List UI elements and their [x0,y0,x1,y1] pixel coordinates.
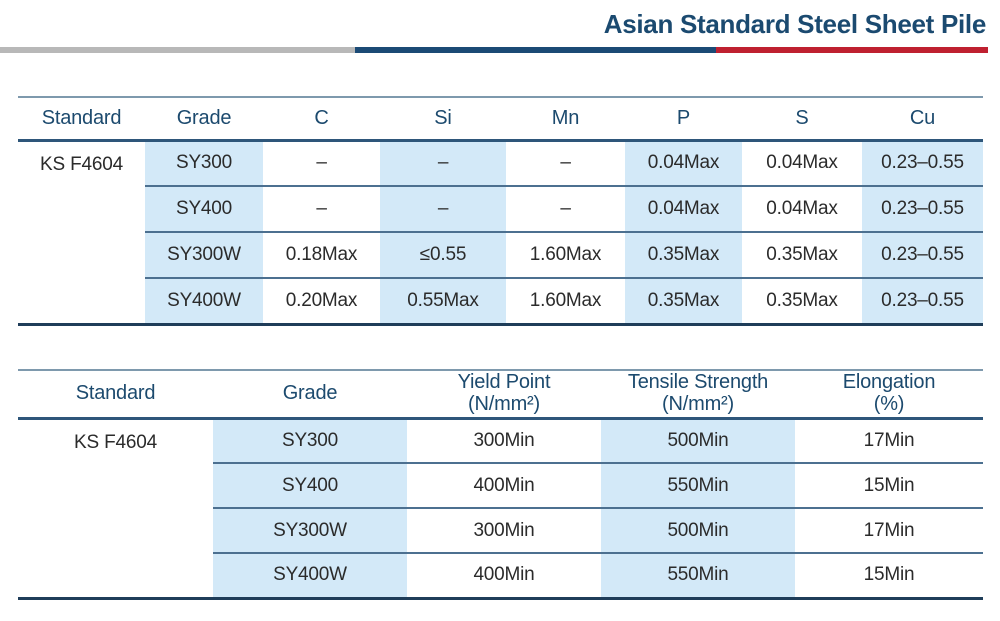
cell-elongation: 15Min [795,462,983,508]
mechanical-properties-table: Standard Grade Yield Point (N/mm²) Tensi… [18,369,983,600]
col-header-yield-point: Yield Point (N/mm²) [407,370,601,418]
col-header-cu: Cu [909,106,936,129]
cell-si: – [380,140,506,186]
mechanical-header-row: Standard Grade Yield Point (N/mm²) Tensi… [18,370,983,418]
cell-tensile-strength: 550Min [601,552,795,598]
table-row: KS F4604 SY300 – – – 0.04Max 0.04Max 0.2… [18,140,983,186]
table-row: SY300W 0.18Max ≤0.55 1.60Max 0.35Max 0.3… [18,231,983,278]
cell-p: 0.35Max [625,277,742,324]
col-header-standard: Standard [41,106,122,129]
tensile-strength-label: Tensile Strength [627,371,769,394]
cell-s: 0.04Max [766,152,838,174]
cell-standard: KS F4604 [40,153,123,175]
cell-tensile-strength: 500Min [601,507,795,553]
cell-mn: 1.60Max [506,277,625,324]
divider-red-segment [716,47,988,53]
col-header-s: S [795,106,809,129]
cell-grade: SY400W [145,277,263,324]
col-header-grade: Grade [176,106,232,129]
cell-yield-point: 400Min [407,462,601,508]
yield-point-label: Yield Point [457,371,551,394]
cell-p: 0.04Max [625,140,742,186]
col-header-elongation: Elongation (%) [795,370,983,418]
cell-c: 0.20Max [263,277,380,324]
table-row: SY400 400Min 550Min 15Min [18,462,983,508]
chemical-composition-table: Standard Grade C Si Mn P S Cu KS F4604 S… [18,96,983,326]
cell-cu: 0.23–0.55 [862,140,983,186]
cell-p: 0.35Max [625,231,742,278]
col-header-si: Si [434,106,452,129]
cell-si: ≤0.55 [380,231,506,278]
cell-s: 0.35Max [742,277,862,324]
table-row: SY300W 300Min 500Min 17Min [18,507,983,553]
cell-standard: KS F4604 [74,431,157,453]
cell-grade: SY300 [213,418,407,463]
cell-yield-point: 300Min [407,507,601,553]
yield-point-unit: (N/mm²) [468,392,540,415]
cell-c: – [263,185,380,232]
cell-cu: 0.23–0.55 [862,277,983,324]
cell-grade: SY400 [145,185,263,232]
divider-navy-segment [354,47,717,53]
cell-grade: SY400 [213,462,407,508]
cell-elongation: 17Min [863,429,915,451]
cell-tensile-strength: 500Min [601,418,795,463]
cell-grade: SY300W [145,231,263,278]
chemical-header-row: Standard Grade C Si Mn P S Cu [18,97,983,140]
table-row: SY400W 400Min 550Min 15Min [18,552,983,598]
col-header-standard: Standard [75,382,156,405]
divider-gray-segment [0,47,355,53]
col-header-mn: Mn [551,106,580,129]
cell-cu: 0.23–0.55 [862,231,983,278]
page-title: Asian Standard Steel Sheet Pile [603,9,987,39]
cell-yield-point: 300Min [473,429,535,451]
elongation-label: Elongation [842,371,936,394]
table-row: KS F4604 SY300 300Min 500Min 17Min [18,418,983,463]
cell-cu: 0.23–0.55 [862,185,983,232]
cell-s: 0.04Max [742,185,862,232]
cell-grade: SY400W [213,552,407,598]
cell-yield-point: 400Min [407,552,601,598]
table-row: SY400 – – – 0.04Max 0.04Max 0.23–0.55 [18,185,983,232]
col-header-grade: Grade [282,382,338,405]
tensile-strength-unit: (N/mm²) [662,392,734,415]
cell-grade: SY300W [213,507,407,553]
cell-mn: – [560,152,571,174]
cell-elongation: 15Min [795,552,983,598]
divider-bar [0,47,988,53]
cell-grade: SY300 [145,140,263,186]
cell-si: – [380,185,506,232]
cell-c: – [316,152,327,174]
cell-mn: – [506,185,625,232]
col-header-c: C [314,106,329,129]
cell-mn: 1.60Max [506,231,625,278]
elongation-unit: (%) [873,392,905,415]
col-header-tensile-strength: Tensile Strength (N/mm²) [601,370,795,418]
col-header-p: P [676,106,691,129]
cell-s: 0.35Max [742,231,862,278]
cell-si: 0.55Max [380,277,506,324]
cell-p: 0.04Max [625,185,742,232]
table-row: SY400W 0.20Max 0.55Max 1.60Max 0.35Max 0… [18,277,983,324]
cell-elongation: 17Min [795,507,983,553]
cell-c: 0.18Max [263,231,380,278]
cell-tensile-strength: 550Min [601,462,795,508]
